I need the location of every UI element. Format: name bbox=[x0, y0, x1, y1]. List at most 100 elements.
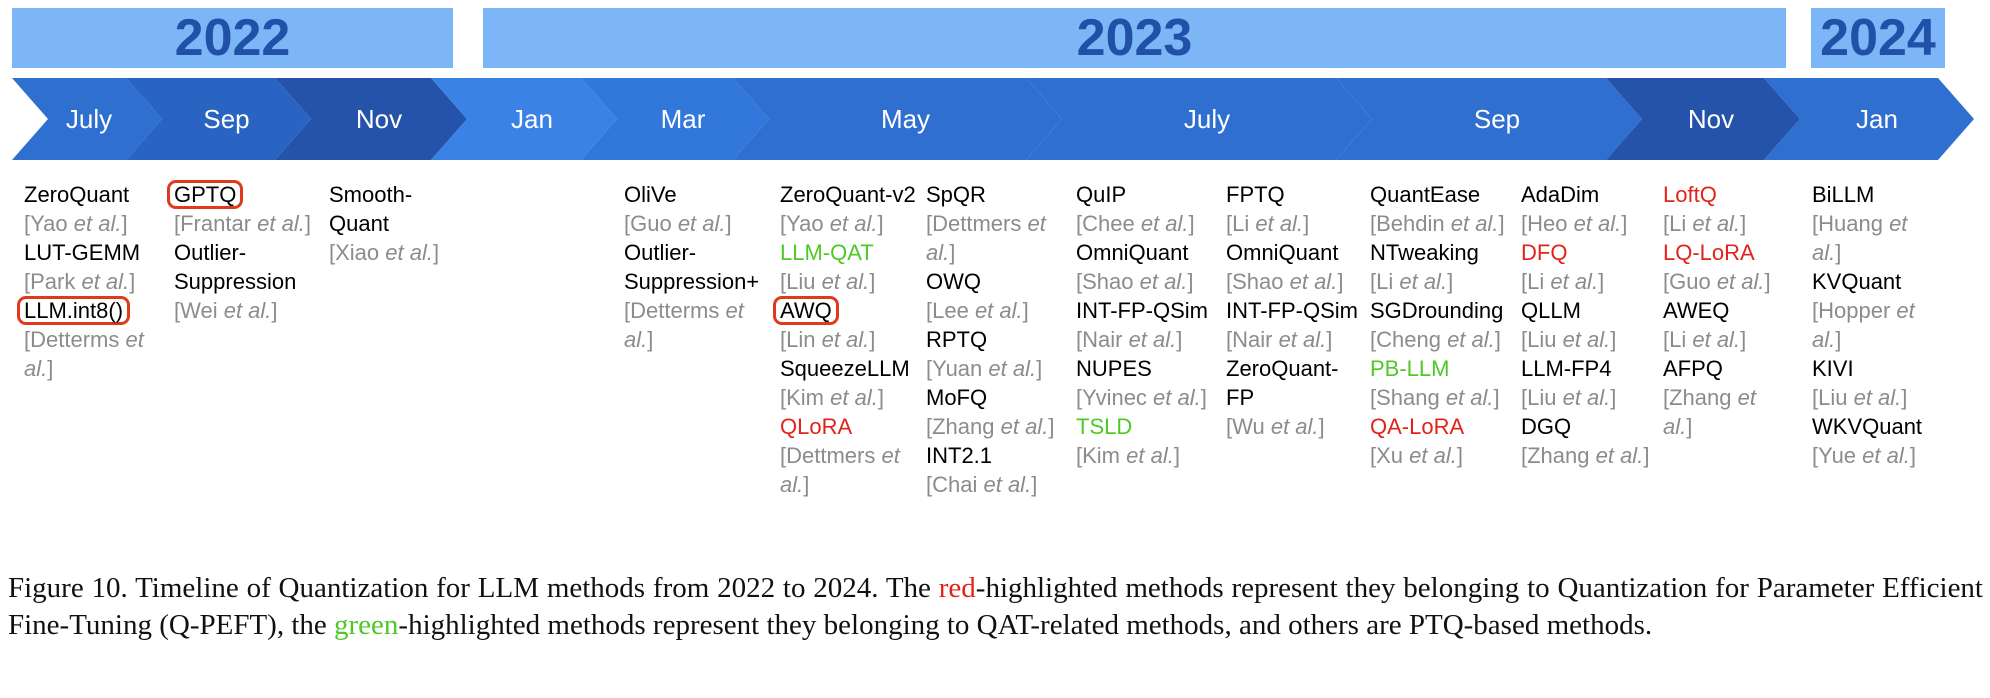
method-name: PB-LLM bbox=[1370, 356, 1450, 381]
method-name: OmniQuant bbox=[1076, 240, 1189, 265]
method-citation: [Li et al.] bbox=[1226, 211, 1310, 236]
method-name: QuantEase bbox=[1370, 182, 1481, 207]
method-name: DFQ bbox=[1521, 240, 1568, 265]
month-timeline: July Sep Nov Jan Mar May July Sep Nov Jan bbox=[12, 78, 1974, 160]
method-name: GPTQ bbox=[167, 180, 244, 209]
method-name: TSLD bbox=[1076, 414, 1133, 439]
method-entry: QuantEase [Behdin et al.] bbox=[1370, 180, 1518, 238]
method-citation: [Hopper et al.] bbox=[1812, 298, 1915, 352]
method-name: AWEQ bbox=[1663, 298, 1730, 323]
method-entry: OliVe [Guo et al.] bbox=[624, 180, 776, 238]
method-citation: [Detterms et al.] bbox=[24, 327, 144, 381]
year-label: 2023 bbox=[1076, 9, 1193, 67]
month-label: Nov bbox=[1688, 104, 1734, 134]
method-citation: [Chai et al.] bbox=[926, 472, 1038, 497]
method-citation: [Li et al.] bbox=[1663, 211, 1747, 236]
month-label: Sep bbox=[1474, 104, 1520, 134]
method-citation: [Shao et al.] bbox=[1226, 269, 1344, 294]
method-entry: DFQ [Li et al.] bbox=[1521, 238, 1655, 296]
method-citation: [Shao et al.] bbox=[1076, 269, 1194, 294]
method-column: AdaDim [Heo et al.] DFQ [Li et al.] QLLM [Liu… bbox=[1521, 180, 1655, 470]
method-citation: [Nair et al.] bbox=[1226, 327, 1333, 352]
method-entry: MoFQ [Zhang et al.] bbox=[926, 383, 1066, 441]
method-citation: [Guo et al.] bbox=[1663, 269, 1771, 294]
method-name: ZeroQuant bbox=[24, 182, 130, 207]
method-column: SpQR [Dettmers et al.] OWQ [Lee et al.] RPTQ… bbox=[926, 180, 1066, 499]
method-name: BiLLM bbox=[1812, 182, 1875, 207]
method-column: ZeroQuant-v2 [Yao et al.] LLM-QAT [Liu et a… bbox=[773, 180, 916, 499]
method-citation: [Li et al.] bbox=[1521, 269, 1605, 294]
method-entry: LLM.int8() [Detterms et al.] bbox=[17, 296, 166, 383]
method-entry: INT-FP-QSim [Nair et al.] bbox=[1076, 296, 1222, 354]
month-chevron bbox=[431, 78, 617, 160]
method-entry: TSLD [Kim et al.] bbox=[1076, 412, 1222, 470]
method-citation: [Kim et al.] bbox=[1076, 443, 1180, 468]
month-label: July bbox=[1184, 104, 1230, 134]
method-entry: INT2.1 [Chai et al.] bbox=[926, 441, 1066, 499]
method-name: ZeroQuant-FP bbox=[1226, 356, 1339, 410]
month-chevron bbox=[1026, 78, 1372, 160]
method-citation: [Cheng et al.] bbox=[1370, 327, 1501, 352]
method-name: ZeroQuant-v2 bbox=[780, 182, 916, 207]
method-name: SqueezeLLM bbox=[780, 356, 910, 381]
method-citation: [Lee et al.] bbox=[926, 298, 1029, 323]
month-chevron bbox=[275, 78, 467, 160]
method-entry: ZeroQuant [Yao et al.] bbox=[24, 180, 166, 238]
method-citation: [Liu et al.] bbox=[1812, 385, 1908, 410]
method-name: LLM-FP4 bbox=[1521, 356, 1612, 381]
method-citation: [Liu et al.] bbox=[780, 269, 876, 294]
method-name: RPTQ bbox=[926, 327, 988, 352]
method-citation: [Liu et al.] bbox=[1521, 327, 1617, 352]
caption-part2: -highlighted methods represent they belo… bbox=[8, 572, 1983, 641]
method-citation: [Li et al.] bbox=[1663, 327, 1747, 352]
method-citation: [Xu et al.] bbox=[1370, 443, 1463, 468]
method-entry: LUT-GEMM [Park et al.] bbox=[24, 238, 166, 296]
method-citation: [Nair et al.] bbox=[1076, 327, 1183, 352]
method-name: Smooth-Quant bbox=[329, 182, 413, 236]
method-citation: [Guo et al.] bbox=[624, 211, 732, 236]
method-column: ZeroQuant [Yao et al.] LUT-GEMM [Park et al… bbox=[17, 180, 166, 383]
method-entry: FPTQ [Li et al.] bbox=[1226, 180, 1366, 238]
caption-green-word: green bbox=[334, 609, 399, 641]
month-chevron bbox=[1336, 78, 1642, 160]
method-citation: [Zhang et al.] bbox=[926, 414, 1055, 439]
month-label: July bbox=[66, 104, 112, 134]
method-citation: [Detterms et al.] bbox=[624, 298, 744, 352]
method-entry: OmniQuant [Shao et al.] bbox=[1226, 238, 1366, 296]
month-label: Jan bbox=[1856, 104, 1898, 134]
method-column: LoftQ [Li et al.] LQ-LoRA [Guo et al.] AWEQ [… bbox=[1663, 180, 1789, 441]
month-label: May bbox=[881, 104, 930, 134]
method-name: Outlier-Suppression+ bbox=[624, 240, 760, 294]
method-entry: RPTQ [Yuan et al.] bbox=[926, 325, 1066, 383]
method-name: INT-FP-QSim bbox=[1076, 298, 1208, 323]
method-entry: QLLM [Liu et al.] bbox=[1521, 296, 1655, 354]
caption-part1: Figure 10. Timeline of Quantization for … bbox=[8, 572, 939, 604]
method-entry: QLoRA [Dettmers et al.] bbox=[780, 412, 916, 499]
method-name: LoftQ bbox=[1663, 182, 1717, 207]
method-citation: [Yao et al.] bbox=[24, 211, 128, 236]
method-entry: NTweaking [Li et al.] bbox=[1370, 238, 1518, 296]
method-citation: [Frantar et al.] bbox=[174, 211, 311, 236]
method-citation: [Shang et al.] bbox=[1370, 385, 1500, 410]
month-label: Sep bbox=[203, 104, 249, 134]
month-chevron bbox=[126, 78, 311, 160]
method-entry: AFPQ [Zhang et al.] bbox=[1663, 354, 1789, 441]
method-name: OWQ bbox=[926, 269, 981, 294]
method-entry: NUPES [Yvinec et al.] bbox=[1076, 354, 1222, 412]
method-citation: [Yao et al.] bbox=[780, 211, 884, 236]
method-name: DGQ bbox=[1521, 414, 1572, 439]
month-label: Jan bbox=[511, 104, 553, 134]
method-entry: SqueezeLLM [Kim et al.] bbox=[780, 354, 916, 412]
method-citation: [Yuan et al.] bbox=[926, 356, 1043, 381]
method-name: QA-LoRA bbox=[1370, 414, 1465, 439]
method-name: FPTQ bbox=[1226, 182, 1285, 207]
method-entry: Outlier-Suppression+ [Detterms et al.] bbox=[624, 238, 776, 354]
method-entry: BiLLM [Huang et al.] bbox=[1812, 180, 1942, 267]
method-citation: [Behdin et al.] bbox=[1370, 211, 1505, 236]
method-citation: [Chee et al.] bbox=[1076, 211, 1195, 236]
method-entry: PB-LLM [Shang et al.] bbox=[1370, 354, 1518, 412]
method-name: AdaDim bbox=[1521, 182, 1600, 207]
method-citation: [Dettmers et al.] bbox=[780, 443, 900, 497]
method-name: OliVe bbox=[624, 182, 677, 207]
method-entry: SpQR [Dettmers et al.] bbox=[926, 180, 1066, 267]
